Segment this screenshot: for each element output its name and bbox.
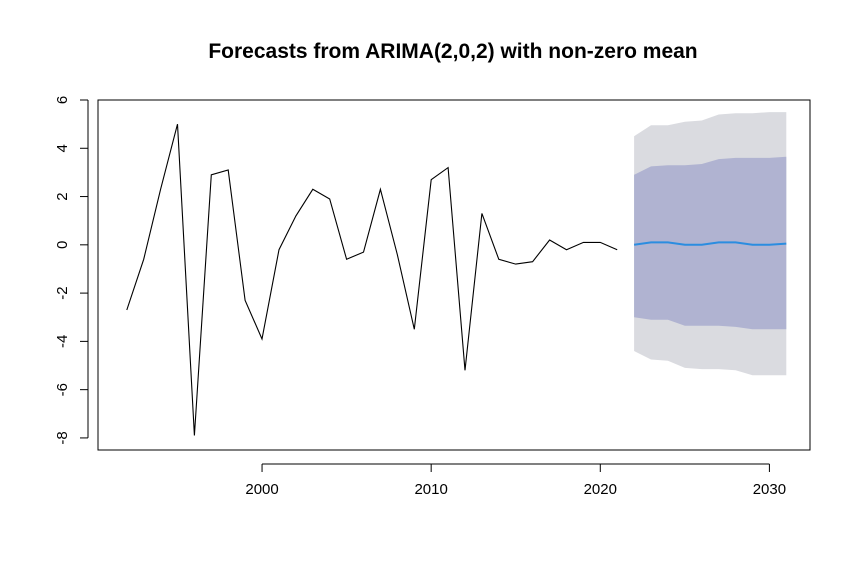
y-tick-label: 2 (54, 192, 71, 200)
x-tick-label: 2010 (414, 481, 447, 498)
y-tick-label: 4 (54, 144, 71, 152)
y-tick-label: -2 (54, 286, 71, 299)
series-lines (126, 123, 787, 436)
x-tick-label: 2020 (584, 481, 617, 498)
x-axis: 2000 2010 2020 2030 (245, 463, 786, 498)
y-axis: -8 -6 -4 -2 0 2 4 6 (54, 96, 89, 445)
y-tick-label: -8 (54, 431, 71, 444)
y-tick-label: -4 (54, 335, 71, 348)
forecast-mean-line (633, 241, 787, 246)
x-tick-label: 2000 (245, 481, 278, 498)
plot-frame (97, 99, 811, 451)
history-line (126, 123, 618, 436)
y-tick-label: 0 (54, 241, 71, 249)
chart-title: Forecasts from ARIMA(2,0,2) with non-zer… (208, 40, 697, 63)
y-tick-label: 6 (54, 96, 71, 104)
x-tick-label: 2030 (753, 481, 786, 498)
y-tick-label: -6 (54, 383, 71, 396)
